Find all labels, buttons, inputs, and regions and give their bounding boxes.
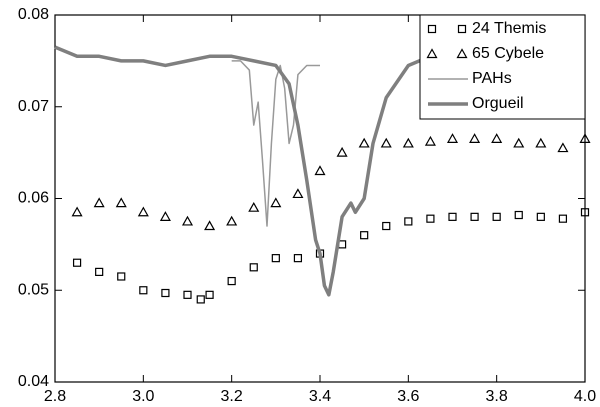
data-point <box>580 208 590 217</box>
x-tick-label: 3.4 <box>309 388 331 405</box>
y-tick-label: 0.07 <box>18 98 49 115</box>
legend-marker <box>427 24 437 34</box>
data-point <box>382 221 391 231</box>
data-point <box>448 212 457 221</box>
data-point <box>513 137 525 148</box>
data-point <box>93 197 105 208</box>
data-point <box>426 214 435 223</box>
data-point <box>249 263 258 272</box>
data-point <box>358 137 370 148</box>
legend-label: Orgueil <box>472 95 524 112</box>
legend-marker <box>457 24 467 34</box>
legend-label: 65 Cybele <box>472 45 544 62</box>
data-point <box>293 254 303 263</box>
data-point <box>535 137 547 148</box>
legend-box <box>419 14 586 120</box>
x-tick-label: 3.2 <box>221 388 243 405</box>
legend-marker <box>426 48 438 59</box>
data-point <box>469 133 481 143</box>
data-point <box>159 211 171 221</box>
data-point <box>557 142 569 153</box>
data-point <box>446 133 459 143</box>
legend-label: 24 Themis <box>472 20 546 37</box>
legend-label: PAHs <box>472 70 512 87</box>
data-point <box>404 217 413 226</box>
x-tick-label: 2.8 <box>44 388 66 405</box>
data-point <box>248 201 260 212</box>
data-point <box>271 254 280 263</box>
y-tick-label: 0.08 <box>18 6 49 23</box>
data-point <box>72 258 82 267</box>
data-point <box>204 220 216 231</box>
data-point <box>71 206 83 217</box>
data-point <box>161 288 170 298</box>
x-tick-label: 3.6 <box>397 388 419 405</box>
data-point <box>492 212 501 221</box>
data-line <box>231 60 320 227</box>
data-point <box>314 165 326 176</box>
data-point <box>402 137 414 148</box>
x-tick-label: 4.0 <box>574 388 596 405</box>
data-point <box>115 197 127 208</box>
data-point <box>336 146 348 157</box>
data-point <box>117 272 126 281</box>
data-point <box>292 188 304 199</box>
data-point <box>196 295 205 304</box>
data-point <box>424 135 436 146</box>
data-point <box>183 290 192 299</box>
data-line <box>54 45 453 297</box>
data-point <box>95 267 104 276</box>
data-point <box>514 210 523 220</box>
legend-marker <box>456 48 468 59</box>
y-tick-label: 0.06 <box>18 190 49 207</box>
data-point <box>536 212 545 221</box>
data-point <box>181 215 194 226</box>
x-tick-label: 3.0 <box>132 388 154 405</box>
data-point <box>380 137 392 148</box>
data-point <box>579 133 591 143</box>
x-tick-label: 3.8 <box>486 388 508 405</box>
data-point <box>491 133 503 143</box>
data-point <box>270 197 282 208</box>
data-point <box>226 215 238 226</box>
y-tick-label: 0.05 <box>18 281 49 298</box>
data-point <box>558 214 568 223</box>
data-point <box>205 290 214 299</box>
data-point <box>137 206 149 217</box>
data-point <box>139 286 148 295</box>
data-point <box>227 276 236 286</box>
y-tick-label: 0.04 <box>18 373 49 390</box>
data-point <box>470 212 479 221</box>
data-point <box>360 231 369 240</box>
